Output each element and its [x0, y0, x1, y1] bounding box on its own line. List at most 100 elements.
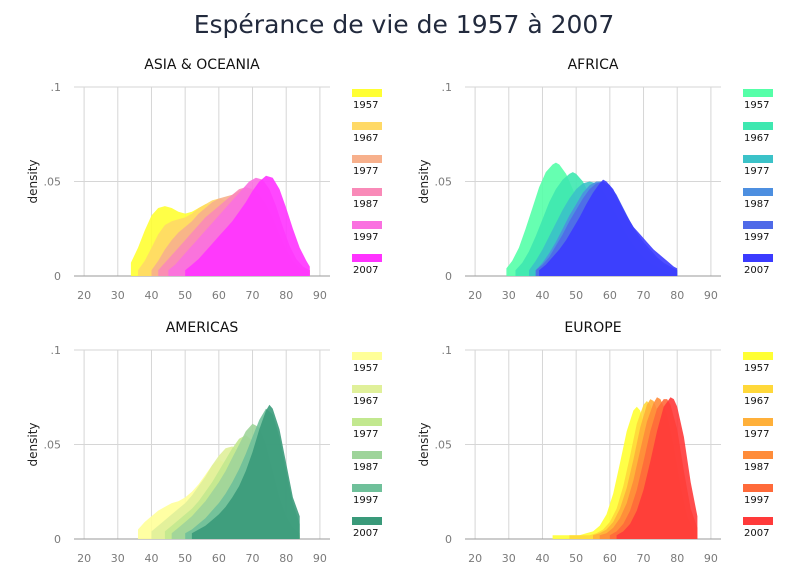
- legend-swatch-1977: [743, 155, 773, 163]
- panel-1: 20 30 40 50 60 70 80 90 0 .05 .1 density 1957 1967 197…: [417, 81, 773, 302]
- legend-swatch-1957: [352, 89, 382, 97]
- y-tick-label: .1: [442, 81, 453, 94]
- x-tick-label: 30: [502, 289, 516, 302]
- y-axis-title: density: [26, 423, 40, 467]
- legend-label-1997: 1997: [353, 495, 378, 506]
- x-tick-label: 40: [535, 552, 549, 565]
- legend-swatch-1967: [352, 385, 382, 393]
- y-axis-title: density: [417, 423, 431, 467]
- legend-swatch-1957: [743, 89, 773, 97]
- x-tick-label: 30: [111, 289, 125, 302]
- y-tick-label: .1: [51, 344, 62, 357]
- x-tick-label: 90: [704, 552, 718, 565]
- legend-label-1997: 1997: [744, 232, 769, 243]
- x-tick-label: 70: [246, 289, 260, 302]
- x-tick-label: 80: [279, 289, 293, 302]
- legend-label-1967: 1967: [744, 396, 769, 407]
- x-tick-label: 50: [569, 552, 583, 565]
- panel-title-europe: EUROPE: [564, 320, 622, 336]
- legend-label-1987: 1987: [353, 199, 378, 210]
- x-tick-label: 80: [670, 289, 684, 302]
- legend-label-2007: 2007: [353, 265, 378, 276]
- x-tick-label: 30: [111, 552, 125, 565]
- y-tick-label: 0: [445, 533, 452, 546]
- legend-label-1957: 1957: [744, 100, 769, 111]
- x-tick-label: 60: [603, 552, 617, 565]
- density-area-2007: [539, 179, 678, 276]
- panel-0: 20 30 40 50 60 70 80 90 0 .05 .1 density 1957 1967 197…: [26, 81, 382, 302]
- density-area-2007: [616, 397, 698, 539]
- x-tick-label: 90: [313, 289, 327, 302]
- x-tick-label: 50: [569, 289, 583, 302]
- legend-swatch-1997: [743, 484, 773, 492]
- legend-swatch-1997: [352, 484, 382, 492]
- legend-swatch-1987: [352, 188, 382, 196]
- density-area-2007: [191, 404, 300, 539]
- x-tick-label: 40: [144, 289, 158, 302]
- legend-swatch-1957: [743, 352, 773, 360]
- x-tick-label: 20: [77, 552, 91, 565]
- legend-label-1967: 1967: [353, 396, 378, 407]
- legend-swatch-1977: [352, 418, 382, 426]
- density-area-2007: [185, 175, 310, 276]
- x-tick-label: 60: [603, 289, 617, 302]
- x-tick-label: 30: [502, 552, 516, 565]
- y-tick-label: .1: [51, 81, 62, 94]
- x-tick-label: 90: [313, 552, 327, 565]
- y-tick-label: .05: [44, 176, 62, 189]
- x-tick-label: 20: [468, 552, 482, 565]
- legend-label-1987: 1987: [353, 462, 378, 473]
- legend-swatch-1967: [743, 122, 773, 130]
- legend-label-1967: 1967: [744, 133, 769, 144]
- legend-swatch-1997: [352, 221, 382, 229]
- legend-label-1957: 1957: [744, 363, 769, 374]
- y-tick-label: 0: [54, 533, 61, 546]
- x-tick-label: 60: [212, 289, 226, 302]
- legend-label-1987: 1987: [744, 462, 769, 473]
- legend-label-1967: 1967: [353, 133, 378, 144]
- legend-label-1987: 1987: [744, 199, 769, 210]
- panel-title-asia-oceania: ASIA & OCEANIA: [144, 57, 260, 73]
- x-tick-label: 70: [637, 552, 651, 565]
- y-tick-label: .05: [435, 439, 453, 452]
- x-tick-label: 20: [77, 289, 91, 302]
- legend-label-1957: 1957: [353, 100, 378, 111]
- legend-swatch-1977: [743, 418, 773, 426]
- legend-label-1957: 1957: [353, 363, 378, 374]
- x-tick-label: 50: [178, 552, 192, 565]
- y-tick-label: 0: [445, 270, 452, 283]
- x-tick-label: 20: [468, 289, 482, 302]
- legend-swatch-1987: [743, 451, 773, 459]
- legend-swatch-2007: [743, 517, 773, 525]
- legend-swatch-1957: [352, 352, 382, 360]
- legend-swatch-1967: [352, 122, 382, 130]
- legend-label-1977: 1977: [744, 166, 769, 177]
- y-tick-label: .05: [435, 176, 453, 189]
- legend-swatch-2007: [743, 254, 773, 262]
- y-tick-label: .05: [44, 439, 62, 452]
- legend-label-2007: 2007: [744, 528, 769, 539]
- x-tick-label: 40: [535, 289, 549, 302]
- y-tick-label: 0: [54, 270, 61, 283]
- panel-2: 20 30 40 50 60 70 80 90 0 .05 .1 density 1957 1967 197…: [26, 344, 382, 565]
- legend-swatch-1997: [743, 221, 773, 229]
- legend-label-1997: 1997: [353, 232, 378, 243]
- panel-title-americas: AMERICAS: [165, 320, 239, 336]
- page-title: Espérance de vie de 1957 à 2007: [193, 10, 615, 39]
- legend-swatch-2007: [352, 517, 382, 525]
- legend-swatch-2007: [352, 254, 382, 262]
- x-tick-label: 40: [144, 552, 158, 565]
- x-tick-label: 80: [279, 552, 293, 565]
- panel-3: 20 30 40 50 60 70 80 90 0 .05 .1 density 1957 1967 197…: [417, 344, 773, 565]
- legend-label-2007: 2007: [353, 528, 378, 539]
- legend-label-1977: 1977: [744, 429, 769, 440]
- panel-title-africa: AFRICA: [567, 57, 619, 73]
- legend-swatch-1987: [352, 451, 382, 459]
- x-tick-label: 80: [670, 552, 684, 565]
- y-axis-title: density: [417, 160, 431, 204]
- legend-label-1977: 1977: [353, 429, 378, 440]
- x-tick-label: 60: [212, 552, 226, 565]
- legend-swatch-1977: [352, 155, 382, 163]
- legend-label-1997: 1997: [744, 495, 769, 506]
